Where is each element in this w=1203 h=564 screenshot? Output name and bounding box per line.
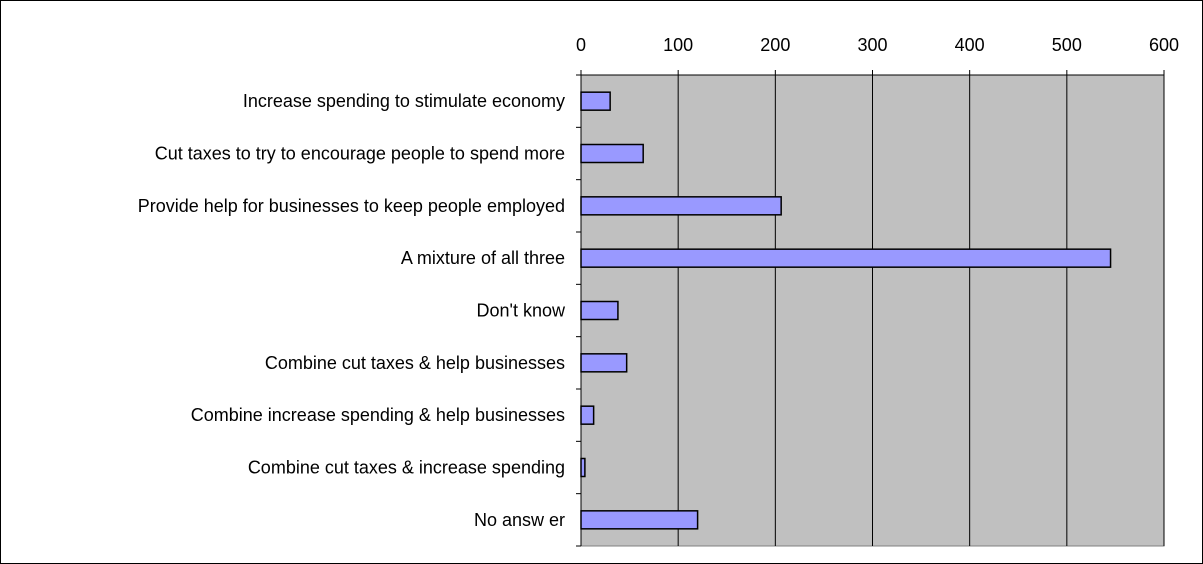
x-tick-label: 600 [1149, 35, 1179, 55]
axes [576, 70, 1165, 547]
gridlines [677, 75, 1165, 546]
bar [580, 248, 1112, 268]
x-tick-label: 200 [760, 35, 790, 55]
bars [580, 91, 1112, 530]
x-tick-labels: 0 100 200 300 400 500 600 [576, 35, 1179, 55]
category-labels: Increase spending to stimulate economy Cu… [138, 91, 566, 530]
category-label: Cut taxes to try to encourage people to … [155, 144, 565, 164]
x-tick-label: 300 [857, 35, 887, 55]
category-label: No answ er [474, 510, 565, 530]
category-label: A mixture of all three [401, 248, 565, 268]
category-label: Combine cut taxes & increase spending [248, 458, 565, 478]
x-tick-label: 500 [1052, 35, 1082, 55]
category-label: Don't know [477, 301, 566, 321]
bar [580, 143, 644, 164]
bar [580, 510, 699, 530]
bar [580, 196, 782, 216]
category-label: Combine cut taxes & help businesses [265, 353, 565, 373]
category-label: Increase spending to stimulate economy [243, 91, 565, 111]
x-tick-label: 0 [576, 35, 586, 55]
x-tick-label: 400 [955, 35, 985, 55]
bar [580, 91, 611, 111]
category-label: Combine increase spending & help busines… [191, 405, 565, 425]
bar [580, 353, 628, 373]
x-tick-label: 100 [663, 35, 693, 55]
bar [580, 457, 586, 478]
bar [580, 405, 595, 425]
bar [580, 300, 619, 321]
category-label: Provide help for businesses to keep peop… [138, 196, 565, 216]
